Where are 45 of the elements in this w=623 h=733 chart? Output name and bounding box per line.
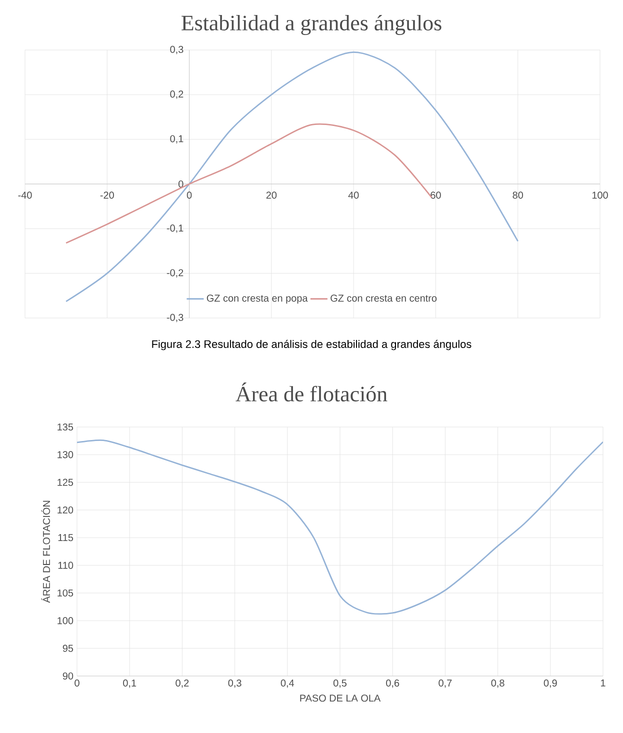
x-tick-label: 0 bbox=[74, 680, 80, 687]
x-tick-label: 1 bbox=[601, 680, 606, 686]
y-tick-label: 0,2 bbox=[170, 90, 184, 99]
x-tick-label: 0,6 bbox=[386, 680, 400, 688]
y-tick-label: 125 bbox=[58, 478, 74, 486]
x-tick-label: 0,3 bbox=[228, 680, 242, 688]
y-tick-label: 105 bbox=[58, 589, 74, 597]
x-tick-label: 0 bbox=[186, 192, 192, 199]
y-tick-label: 90 bbox=[62, 672, 74, 680]
y-tick-label: 95 bbox=[62, 644, 74, 652]
x-tick-label: 20 bbox=[266, 192, 277, 199]
y-tick-label: 0 bbox=[178, 180, 184, 188]
x-tick-label: 0,9 bbox=[544, 680, 557, 688]
x-tick-label: 0,8 bbox=[491, 680, 504, 688]
x-tick-label: -20 bbox=[100, 192, 114, 199]
y-tick-label: 0,3 bbox=[170, 46, 184, 54]
y-tick-label: 135 bbox=[58, 423, 74, 431]
y-tick-label: 100 bbox=[58, 617, 74, 624]
legend-label: GZ con cresta en centro bbox=[330, 294, 437, 302]
chart-title: Estabilidad a grandes ángulos bbox=[182, 14, 442, 35]
y-tick-label: -0,1 bbox=[166, 224, 184, 233]
text: Figura 2.3 Resultado de análisis de estabilidad a grandes ángulos bbox=[152, 340, 472, 350]
x-tick-label: 0,2 bbox=[176, 680, 189, 688]
y-tick-label: -0,2 bbox=[166, 269, 184, 278]
x-tick-label: 100 bbox=[592, 192, 608, 199]
x-tick-label: 40 bbox=[348, 192, 359, 199]
y-tick-label: 115 bbox=[58, 534, 74, 542]
x-tick-label: 60 bbox=[430, 192, 441, 199]
y-tick-label: 130 bbox=[58, 451, 74, 458]
line-series bbox=[77, 440, 604, 615]
x-tick-label: 80 bbox=[512, 192, 524, 199]
y-tick-label: 120 bbox=[58, 506, 74, 514]
y-tick-label: -0,3 bbox=[166, 314, 184, 322]
x-tick-label: 0,5 bbox=[333, 680, 347, 688]
x-tick-label: 0,4 bbox=[280, 680, 294, 688]
line-series bbox=[65, 123, 432, 244]
x-tick-label: 0,1 bbox=[123, 680, 136, 688]
x-tick-label: 0,7 bbox=[438, 680, 452, 688]
y-tick-label: 0,1 bbox=[170, 135, 184, 144]
chart-title: Área de flotación bbox=[236, 382, 388, 402]
y-tick-label: 110 bbox=[58, 562, 74, 569]
x-tick-label: -40 bbox=[18, 192, 32, 199]
x-axis-title: PASO DE LA OLA bbox=[300, 694, 381, 702]
legend-label: GZ con cresta en popa bbox=[206, 294, 308, 304]
y-axis-title: ÁREA DE FLOTACIÓN bbox=[41, 500, 50, 603]
